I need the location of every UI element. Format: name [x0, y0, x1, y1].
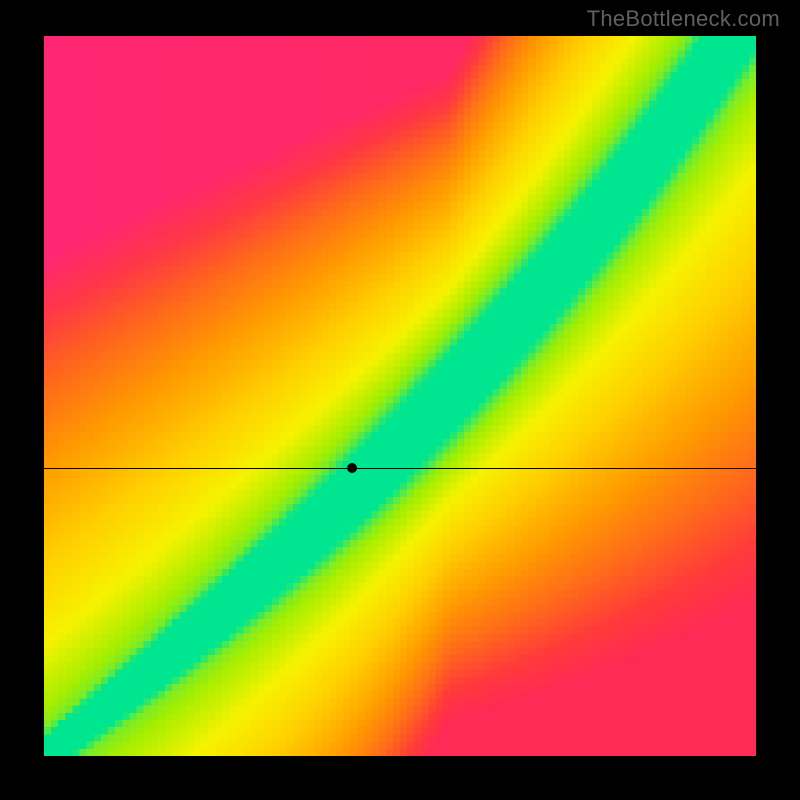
heatmap-plot: [44, 36, 756, 756]
watermark-text: TheBottleneck.com: [587, 6, 780, 32]
crosshair-horizontal: [44, 468, 756, 469]
crosshair-marker: [347, 463, 357, 473]
heatmap-canvas: [44, 36, 756, 756]
